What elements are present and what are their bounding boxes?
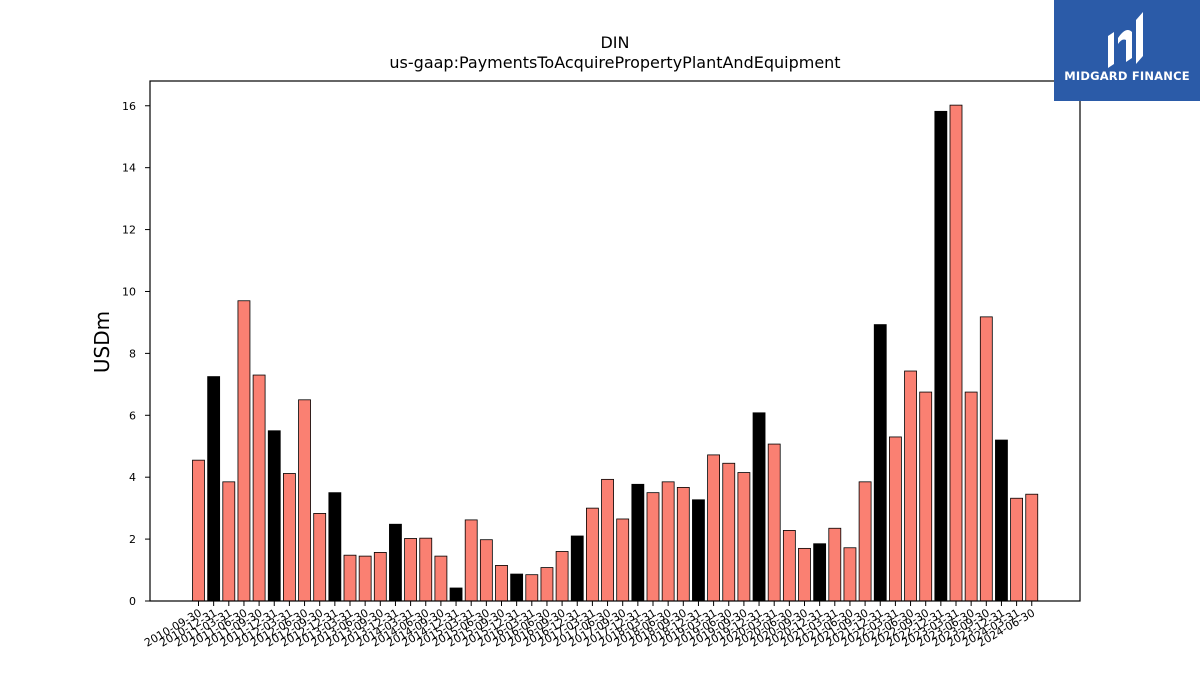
- y-axis-ticks: 0 2 4 6 8 10 12 14 16: [122, 100, 150, 608]
- y-tick-label: 10: [122, 285, 136, 298]
- bar-2019-09-30: [737, 472, 751, 602]
- bar-2022-12-31: [934, 110, 948, 602]
- y-tick-label: 6: [129, 409, 136, 422]
- bar-2010-12-31: [207, 376, 221, 602]
- bar-2023-06-30: [964, 391, 978, 602]
- bar-2012-12-31: [328, 492, 342, 602]
- bar-2021-12-31: [873, 324, 887, 602]
- bar-2015-06-30: [479, 539, 493, 602]
- plot-frame: [149, 80, 1081, 602]
- bar-2015-12-31: [510, 573, 524, 602]
- bar-2017-12-31: [631, 483, 645, 602]
- logo-text: MIDGARD FINANCE: [1064, 69, 1190, 83]
- bar-2023-12-31: [995, 439, 1008, 602]
- bar-2017-06-30: [601, 478, 614, 602]
- bar-2018-12-31: [692, 499, 705, 602]
- bar-2015-09-30: [495, 565, 508, 602]
- bar-2021-03-31: [828, 527, 842, 602]
- bar-2016-03-31: [525, 574, 539, 602]
- y-axis-label: USDm: [90, 311, 114, 373]
- bar-2021-09-30: [858, 481, 872, 602]
- bar-2014-09-30: [434, 555, 448, 602]
- bar-2014-06-30: [419, 537, 433, 602]
- bar-2022-09-30: [919, 391, 933, 602]
- y-tick-label: 12: [122, 224, 136, 237]
- y-tick-label: 4: [129, 471, 136, 484]
- y-tick-label: 16: [122, 100, 136, 113]
- bar-2014-03-31: [404, 538, 418, 602]
- bar-2010-09-30: [192, 459, 205, 602]
- bar-2019-06-30: [722, 462, 736, 602]
- bar-2013-09-30: [373, 552, 387, 602]
- bar-2020-12-31: [813, 543, 827, 602]
- bar-2016-06-30: [540, 567, 554, 602]
- chart-subtitle: us-gaap:PaymentsToAcquirePropertyPlantAn…: [389, 53, 840, 72]
- bar-2018-03-31: [646, 492, 660, 602]
- bar-2022-06-30: [904, 370, 917, 602]
- y-tick-label: 2: [129, 533, 136, 546]
- bar-2015-03-31: [464, 519, 478, 602]
- bar-2011-03-31: [222, 481, 236, 602]
- bar-2024-03-31: [1010, 497, 1023, 602]
- bar-2012-03-31: [282, 473, 296, 602]
- bar-2020-03-31: [767, 443, 781, 602]
- midgard-finance-logo: MIDGARD FINANCE: [1054, 0, 1200, 101]
- bar-2020-09-30: [798, 547, 811, 602]
- y-tick-label: 8: [129, 347, 136, 360]
- bar-2022-03-31: [889, 436, 902, 602]
- bar-2013-03-31: [343, 554, 357, 602]
- bar-2021-06-30: [843, 547, 857, 602]
- bar-2016-12-31: [570, 535, 584, 602]
- bar-2013-12-31: [389, 523, 402, 602]
- bar-2019-03-31: [707, 454, 720, 602]
- bar-2020-06-30: [782, 530, 796, 602]
- bars-group: [192, 104, 1039, 602]
- bar-2014-12-31: [449, 587, 463, 602]
- bar-2024-06-30: [1025, 493, 1039, 602]
- bar-2013-06-30: [358, 555, 372, 602]
- bar-2019-12-31: [752, 412, 766, 602]
- bar-2012-09-30: [313, 513, 327, 602]
- bar-2023-09-30: [979, 316, 993, 602]
- y-tick-label: 0: [129, 595, 136, 608]
- bar-2018-09-30: [676, 486, 690, 602]
- chart-title: DIN: [600, 33, 629, 52]
- y-tick-label: 14: [122, 162, 136, 175]
- bar-2011-09-30: [252, 374, 266, 602]
- bar-2011-06-30: [237, 300, 251, 602]
- bar-2017-09-30: [616, 518, 630, 602]
- bar-2017-03-31: [586, 507, 599, 602]
- bar-2018-06-30: [661, 481, 675, 602]
- bar-2012-06-30: [298, 399, 311, 602]
- midgard-logo-mark-icon: [1108, 12, 1143, 68]
- x-axis-ticks: 2010-09-302010-12-312011-03-312011-06-30…: [142, 601, 1037, 650]
- bar-2011-12-31: [267, 430, 281, 602]
- bar-2016-09-30: [555, 551, 569, 602]
- bar-2023-03-31: [949, 104, 963, 602]
